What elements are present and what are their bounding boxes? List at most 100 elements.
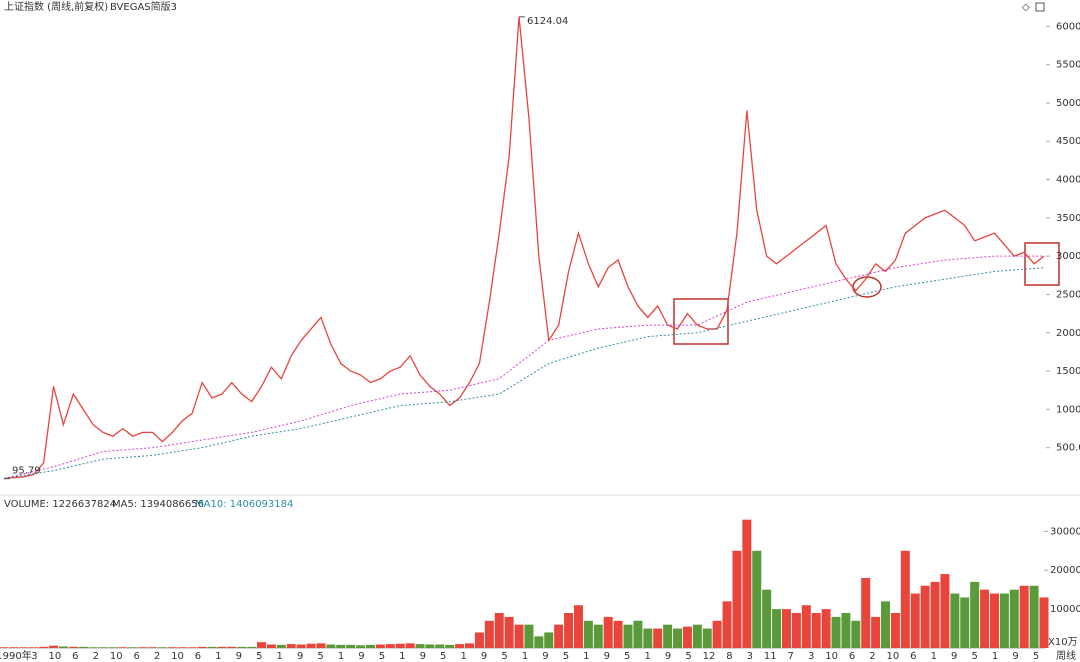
x-tick-label: 1 xyxy=(992,651,998,662)
volume-label: VOLUME: 1226637824 xyxy=(4,499,116,510)
x-tick-label: 1 xyxy=(399,651,405,662)
y-tick-label: 500.0 xyxy=(1056,443,1080,454)
volume-bar xyxy=(78,646,88,648)
x-tick-label: 9 xyxy=(420,651,426,662)
x-tick-label: 6 xyxy=(195,651,201,662)
y-tick-label: 4500 xyxy=(1056,136,1080,147)
x-tick-label: 3 xyxy=(747,651,753,662)
x-tick-label: 10 xyxy=(171,651,184,662)
volume-bar xyxy=(395,643,405,648)
volume-bar xyxy=(435,644,445,648)
x-tick-label: 9 xyxy=(665,651,671,662)
volume-bar xyxy=(851,620,861,648)
x-tick-label: 1990年 xyxy=(0,649,32,662)
volume-bar xyxy=(1009,589,1019,648)
volume-bar xyxy=(564,613,574,648)
volume-bar xyxy=(752,550,762,648)
volume-bar xyxy=(841,613,851,648)
volume-bar xyxy=(692,624,702,648)
volume-bar xyxy=(425,644,435,648)
x-tick-label: 5 xyxy=(563,651,569,662)
x-tick-label: 10 xyxy=(110,651,123,662)
volume-bar xyxy=(732,550,742,648)
volume-bar xyxy=(0,647,9,648)
volume-bar xyxy=(930,581,940,648)
annotation: 6124.04 xyxy=(527,16,568,27)
x-tick-label: 10 xyxy=(49,651,62,662)
volume-bar xyxy=(900,550,910,648)
x-tick-label: 6 xyxy=(72,651,78,662)
volume-bar xyxy=(980,589,990,648)
volume-bar xyxy=(375,644,385,648)
volume-bar xyxy=(326,644,336,648)
y-tick-label: 10000 xyxy=(1050,604,1080,615)
x-tick-label: 5 xyxy=(379,651,385,662)
y-tick-label: 20000 xyxy=(1050,565,1080,576)
x-tick-label: 9 xyxy=(542,651,548,662)
x-tick-label: 1 xyxy=(277,651,283,662)
volume-bar xyxy=(68,646,78,648)
x-tick-label: 10 xyxy=(825,651,838,662)
x-tick-label: 1 xyxy=(215,651,221,662)
volume-bar xyxy=(88,647,98,648)
x-tick-label: 10 xyxy=(887,651,900,662)
price-line xyxy=(3,16,1045,480)
volume-bar xyxy=(772,609,782,648)
x-tick-label: 5 xyxy=(501,651,507,662)
volume-bar xyxy=(286,644,296,648)
volume-bar xyxy=(49,645,59,648)
x-tick-label: 5 xyxy=(1033,651,1039,662)
volume-bar xyxy=(316,643,326,648)
x-tick-label: 5 xyxy=(624,651,630,662)
ma5-label: MA5: 1394086656 xyxy=(112,499,204,510)
chart-title: 上证指数 (周线,前复权) xyxy=(4,0,108,13)
x-tick-label: 6 xyxy=(133,651,139,662)
x-tick-label: 2 xyxy=(869,651,875,662)
volume-bar xyxy=(1029,585,1039,648)
volume-bar xyxy=(791,613,801,648)
volume-bar xyxy=(653,628,663,648)
volume-bar xyxy=(999,593,1009,648)
icon[interactable]: ◇ xyxy=(1022,2,1030,13)
volume-bar xyxy=(811,613,821,648)
volume-bar xyxy=(207,646,217,648)
volume-bar xyxy=(682,626,692,648)
volume-bar xyxy=(831,616,841,648)
x-tick-label: 7 xyxy=(788,651,794,662)
volume-bar xyxy=(861,578,871,648)
volume-bar xyxy=(465,643,475,648)
volume-bar xyxy=(187,647,197,648)
annotation: 95.79 xyxy=(12,466,41,477)
volume-bar xyxy=(167,647,177,648)
x-tick-label: 2 xyxy=(154,651,160,662)
x-tick-label: 5 xyxy=(971,651,977,662)
x-tick-label: 9 xyxy=(297,651,303,662)
volume-bar xyxy=(227,646,237,648)
ma10-label: MA10: 1406093184 xyxy=(195,499,293,510)
volume-bar xyxy=(603,616,613,648)
volume-bar xyxy=(415,644,425,648)
volume-bar xyxy=(524,624,534,648)
volume-bar xyxy=(623,624,633,648)
volume-bar xyxy=(177,647,187,648)
x-tick-label: 9 xyxy=(236,651,242,662)
volume-bar xyxy=(336,644,346,648)
unit-label: X10万 xyxy=(1048,637,1078,648)
x-tick-label: 9 xyxy=(358,651,364,662)
volume-bar xyxy=(266,644,276,648)
volume-bar xyxy=(257,642,267,648)
volume-bar xyxy=(237,646,247,648)
x-tick-label: 12 xyxy=(703,651,716,662)
y-tick-label: 5500 xyxy=(1056,60,1080,71)
volume-bar xyxy=(306,643,316,648)
volume-bar xyxy=(722,601,732,648)
x-tick-label: 1 xyxy=(522,651,528,662)
volume-bar xyxy=(346,644,356,648)
volume-bar xyxy=(890,613,900,648)
icon[interactable] xyxy=(1035,2,1045,12)
volume-bar xyxy=(881,601,891,648)
volume-bar xyxy=(405,643,415,648)
volume-bar xyxy=(385,644,395,648)
volume-bar xyxy=(1039,597,1049,648)
volume-bar xyxy=(474,632,484,648)
